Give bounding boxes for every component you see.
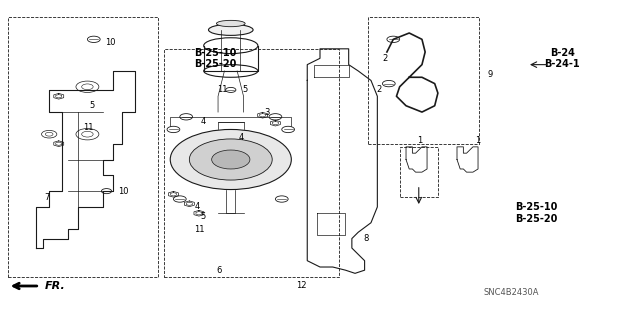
Text: 11: 11 xyxy=(217,85,227,94)
Text: 12: 12 xyxy=(296,281,307,291)
Text: 4: 4 xyxy=(195,203,200,211)
Text: SNC4B2430A: SNC4B2430A xyxy=(483,288,539,297)
Text: 10: 10 xyxy=(118,187,129,196)
Text: 5: 5 xyxy=(243,85,248,94)
Circle shape xyxy=(189,139,272,180)
Ellipse shape xyxy=(209,24,253,35)
Text: 11: 11 xyxy=(195,225,205,234)
Text: 5: 5 xyxy=(90,101,95,110)
Text: B-25-10
B-25-20: B-25-10 B-25-20 xyxy=(194,48,236,69)
Bar xyxy=(8,17,157,277)
Bar xyxy=(399,147,438,197)
Text: 2: 2 xyxy=(376,85,381,94)
Text: 10: 10 xyxy=(105,38,116,47)
Text: B-24
B-24-1: B-24 B-24-1 xyxy=(545,48,580,69)
Bar xyxy=(164,49,339,277)
Bar xyxy=(368,17,479,144)
Text: 1: 1 xyxy=(475,136,480,145)
Text: 4: 4 xyxy=(239,133,244,142)
Text: 8: 8 xyxy=(364,234,369,243)
Text: B-25-10
B-25-20: B-25-10 B-25-20 xyxy=(515,203,558,224)
Text: FR.: FR. xyxy=(45,281,65,291)
Text: 6: 6 xyxy=(217,266,222,275)
Text: 2: 2 xyxy=(383,54,388,63)
Text: 1: 1 xyxy=(417,136,423,145)
Text: 5: 5 xyxy=(201,212,206,221)
Text: 9: 9 xyxy=(488,70,493,78)
Text: 3: 3 xyxy=(264,108,270,116)
Ellipse shape xyxy=(216,20,245,27)
Text: 4: 4 xyxy=(201,117,206,126)
Circle shape xyxy=(170,130,291,189)
Text: 7: 7 xyxy=(45,193,50,202)
Text: 11: 11 xyxy=(83,123,93,132)
Circle shape xyxy=(212,150,250,169)
